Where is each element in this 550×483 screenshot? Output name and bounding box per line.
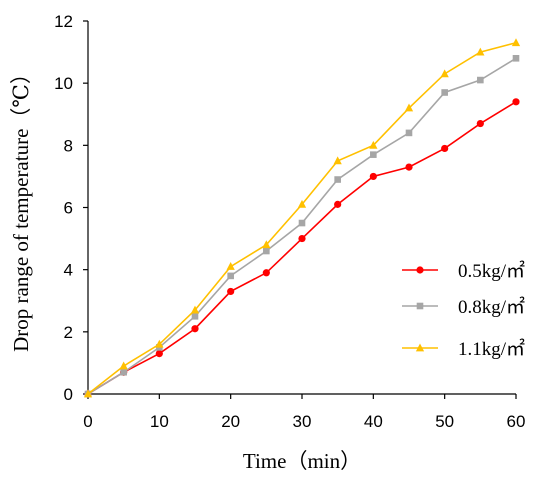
y-tick-label: 6 <box>64 199 73 218</box>
y-tick-label: 2 <box>64 323 73 342</box>
data-point <box>476 119 484 128</box>
series-layer <box>83 38 521 398</box>
x-ticks: 0 10 20 30 40 50 60 <box>83 394 525 431</box>
y-axis-title: Drop range of temperature（℃） <box>9 63 33 352</box>
data-point <box>120 368 127 376</box>
data-point <box>262 240 271 249</box>
x-tick-label: 10 <box>150 412 169 431</box>
data-point <box>334 176 341 183</box>
data-point <box>369 172 377 181</box>
data-point <box>191 325 199 333</box>
legend-label: 0.5kg/㎡ <box>458 259 525 282</box>
data-point <box>227 272 234 280</box>
legend-marker <box>415 343 425 352</box>
data-point <box>369 140 378 149</box>
legend-item: 1.1kg/㎡ <box>402 337 525 360</box>
legend-label: 0.8kg/㎡ <box>458 295 525 318</box>
data-point <box>441 144 449 153</box>
legend-label: 1.1kg/㎡ <box>458 337 525 360</box>
x-tick-label: 0 <box>83 412 92 431</box>
legend-item: 0.8kg/㎡ <box>402 295 525 318</box>
data-point <box>298 234 306 243</box>
data-point <box>334 200 342 208</box>
data-point <box>191 312 199 320</box>
data-point <box>119 361 128 370</box>
series-line <box>87 101 517 395</box>
data-point <box>370 151 377 158</box>
y-tick-label: 8 <box>64 136 73 155</box>
data-point <box>190 305 200 314</box>
data-point <box>404 103 414 112</box>
data-point <box>226 262 235 270</box>
y-tick-label: 4 <box>64 261 73 280</box>
data-point <box>405 129 413 137</box>
data-point <box>155 349 163 358</box>
x-axis-title: Time（min） <box>243 449 361 473</box>
data-point <box>297 199 307 208</box>
y-tick-label: 10 <box>54 74 73 93</box>
data-point <box>262 269 270 277</box>
series-3 <box>83 38 521 398</box>
legend: 0.5kg/㎡ 0.8kg/㎡ 1.1kg/㎡ <box>402 259 525 360</box>
y-ticks: 0 2 4 6 8 10 12 <box>54 12 88 404</box>
data-point <box>83 389 93 398</box>
data-point <box>227 287 235 296</box>
legend-item: 0.5kg/㎡ <box>402 259 525 282</box>
data-point <box>477 76 484 84</box>
y-tick-label: 0 <box>64 385 73 404</box>
x-tick-label: 40 <box>364 412 383 431</box>
series-2 <box>84 55 520 398</box>
data-point <box>512 55 520 62</box>
series-1 <box>84 98 520 398</box>
data-point <box>441 89 448 96</box>
data-point <box>512 98 520 106</box>
data-point <box>298 219 306 227</box>
data-point <box>333 156 342 165</box>
data-point <box>476 47 485 56</box>
series-line <box>87 41 517 395</box>
y-tick-label: 12 <box>54 12 73 31</box>
data-point <box>440 69 449 78</box>
data-point <box>405 163 413 171</box>
x-tick-label: 30 <box>293 412 312 431</box>
legend-marker <box>416 302 424 310</box>
legend-marker <box>416 266 424 274</box>
x-tick-label: 50 <box>435 412 454 431</box>
data-point <box>155 339 164 348</box>
x-tick-label: 20 <box>221 412 240 431</box>
data-point <box>263 247 270 255</box>
data-point <box>511 38 521 47</box>
x-tick-label: 60 <box>507 412 526 431</box>
